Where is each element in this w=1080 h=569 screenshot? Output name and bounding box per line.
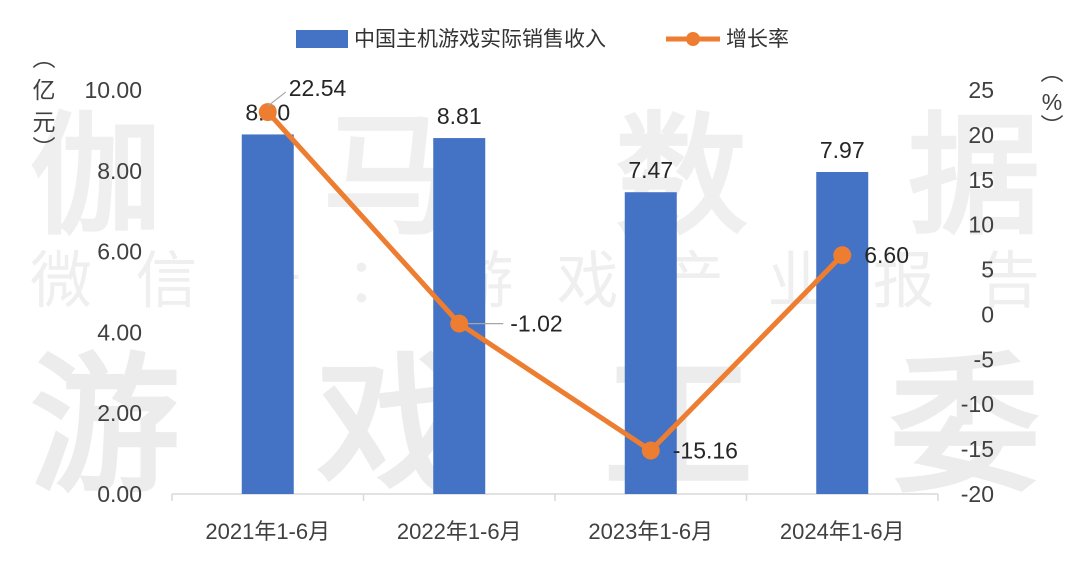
y-left-tick-label: 10.00 [84, 77, 142, 103]
bar [241, 134, 294, 494]
line-data-labels: 22.54 -1.02 -15.16 6.60 [267, 75, 909, 464]
y-right-tick-label: 20 [968, 122, 994, 148]
x-category-label: 2022年1-6月 [397, 519, 522, 544]
bar-series [241, 134, 869, 495]
y-right-unit-char-1: % [1042, 89, 1062, 115]
growth-point [641, 441, 660, 460]
growth-point [258, 103, 277, 122]
growth-data-label: -15.16 [673, 438, 738, 464]
growth-label-leader [267, 91, 287, 107]
y-left-tick-label: 4.00 [97, 319, 142, 345]
y-right-unit-char-0: ︵ [1041, 59, 1064, 85]
bar-data-label: 7.47 [628, 157, 673, 183]
bar-data-label: 7.97 [820, 137, 865, 163]
watermark: 伽马数据 微信号：游戏产业报告 游戏工委 [30, 103, 1040, 510]
bar-data-labels: 8.908.817.477.97 [245, 99, 864, 183]
y-left-tick-label: 8.00 [97, 158, 142, 184]
legend-line-marker [686, 32, 700, 46]
y-right-tick-label: 10 [968, 212, 994, 238]
bar-data-label: 8.81 [437, 103, 482, 129]
y-right-tick-label: 5 [981, 257, 994, 283]
y-right-tick-label: 0 [981, 301, 994, 327]
y-right-unit: ︵ % ︶ [1041, 59, 1064, 139]
x-category-label: 2024年1-6月 [780, 519, 905, 544]
y-left-tick-label: 0.00 [97, 481, 142, 507]
y-right-tick-label: 15 [968, 167, 994, 193]
y-left-unit-char-2: 元 [33, 109, 56, 135]
legend: 中国主机游戏实际销售收入 增长率 [296, 28, 789, 51]
y-right-unit-char-2: ︶ [1041, 113, 1064, 139]
bar [816, 172, 869, 494]
y-right-tick-label: -5 [974, 346, 994, 372]
y-left-tick-label: 6.00 [97, 239, 142, 265]
y-left-unit-char-3: ︶ [33, 135, 56, 161]
y-left-tick-labels: 0.00 2.00 4.00 6.00 8.00 10.00 [84, 77, 142, 507]
legend-bar-label: 中国主机游戏实际销售收入 [354, 28, 606, 51]
growth-line [265, 109, 845, 454]
x-category-ticks [171, 494, 939, 501]
y-left-unit-char-1: 亿 [33, 77, 56, 103]
y-right-tick-label: -10 [961, 391, 994, 417]
legend-line-label: 增长率 [726, 28, 789, 51]
y-left-tick-label: 2.00 [97, 400, 142, 426]
y-right-tick-labels: -20 -15 -10 -5 0 5 10 15 20 25 [961, 77, 994, 507]
growth-point [450, 314, 469, 333]
growth-data-label: -1.02 [510, 311, 562, 337]
growth-data-label: 22.54 [289, 75, 347, 101]
y-right-tick-label: -15 [961, 436, 994, 462]
growth-point [833, 246, 852, 265]
y-right-tick-label: 25 [968, 77, 994, 103]
watermark-line3: 游戏工委 [30, 342, 1040, 510]
y-left-unit: ︵ 亿 元 ︶ [33, 45, 56, 161]
line-series [258, 103, 852, 460]
y-right-tick-label: -20 [961, 481, 994, 507]
x-category-label: 2023年1-6月 [588, 519, 713, 544]
watermark-line1: 伽马数据 [30, 103, 1040, 250]
x-category-label: 2021年1-6月 [205, 519, 330, 544]
growth-data-label: 6.60 [864, 242, 909, 268]
y-left-unit-char-0: ︵ [33, 45, 56, 71]
x-category-labels: 2021年1-6月 2022年1-6月 2023年1-6月 2024年1-6月 [205, 519, 904, 544]
legend-bar-swatch [296, 30, 348, 48]
